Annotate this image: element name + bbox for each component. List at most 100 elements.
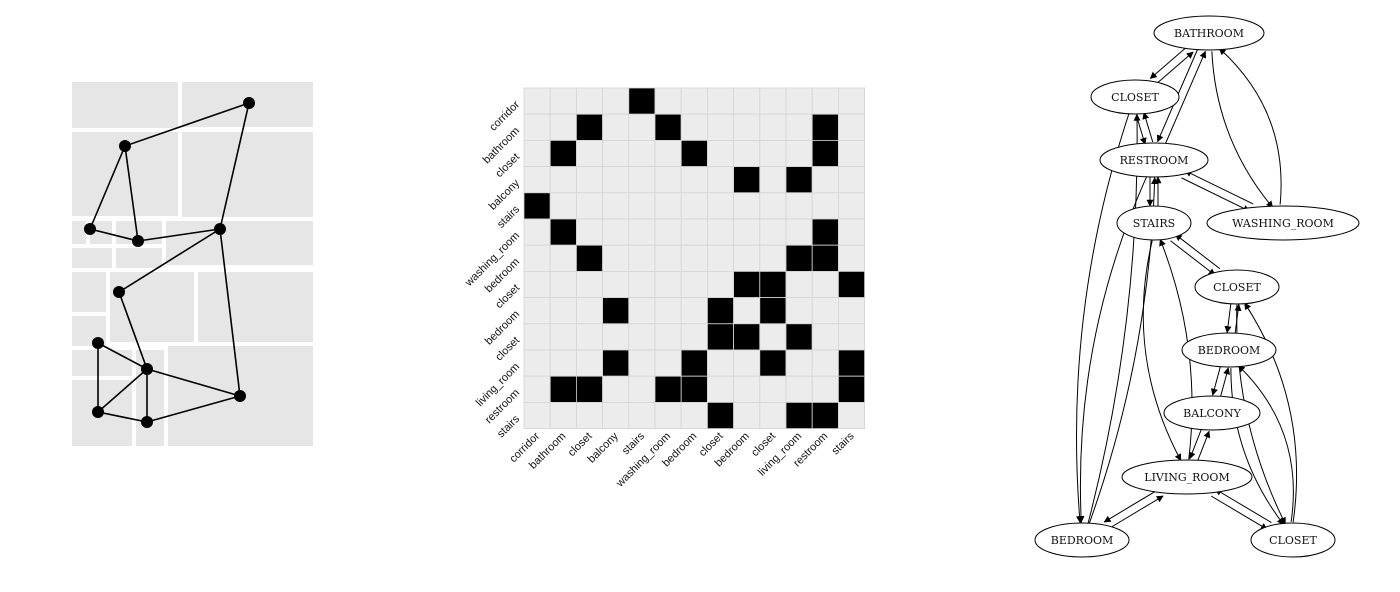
floorplan-node: [214, 223, 226, 235]
floorplan-node: [132, 235, 144, 247]
matrix-cell: [680, 270, 708, 298]
floorplan-node: [84, 223, 96, 235]
matrix-cell: [759, 323, 787, 351]
matrix-cell: [785, 139, 813, 167]
matrix-cell: [680, 87, 708, 115]
graph-edge: [1103, 488, 1160, 523]
matrix-cell: [654, 349, 682, 377]
matrix-cell: [838, 349, 866, 377]
matrix-cell: [549, 166, 577, 194]
matrix-cell: [602, 323, 630, 351]
matrix-cell: [523, 323, 551, 351]
graph-edge: [1230, 368, 1284, 525]
matrix-cell: [549, 192, 577, 220]
matrix-cell: [785, 297, 813, 325]
floorplan-edge: [146, 395, 241, 423]
floorplan-node: [113, 286, 125, 298]
matrix-cell: [549, 401, 577, 429]
matrix-cell: [733, 297, 761, 325]
matrix-cell: [759, 270, 787, 298]
floorplan-edge: [219, 102, 250, 230]
matrix-cell: [838, 113, 866, 141]
matrix-cell: [576, 244, 604, 272]
matrix-cell: [628, 323, 656, 351]
matrix-cell: [523, 244, 551, 272]
matrix-cell: [811, 166, 839, 194]
floorplan-node: [141, 416, 153, 428]
matrix-cell: [785, 87, 813, 115]
graph-node-label: LIVING_ROOM: [1144, 471, 1229, 484]
matrix-cell: [707, 192, 735, 220]
matrix-cell: [523, 270, 551, 298]
matrix-cell: [811, 218, 839, 246]
matrix-cell: [759, 166, 787, 194]
matrix-cell: [654, 401, 682, 429]
matrix-cell: [654, 323, 682, 351]
floorplan-node: [243, 97, 255, 109]
matrix-cell: [680, 349, 708, 377]
matrix-cell: [602, 375, 630, 403]
matrix-cell: [628, 375, 656, 403]
matrix-cell: [576, 192, 604, 220]
graph-edge: [1218, 47, 1282, 205]
matrix-cell: [707, 375, 735, 403]
matrix-cell: [628, 270, 656, 298]
matrix-cell: [680, 401, 708, 429]
matrix-cell: [628, 139, 656, 167]
floorplan-room: [72, 82, 178, 128]
floorplan-room: [198, 272, 313, 342]
matrix-cell: [602, 349, 630, 377]
matrix-cell: [811, 349, 839, 377]
matrix-cell: [785, 375, 813, 403]
graph-edge: [1244, 302, 1298, 523]
graph-node: [1099, 142, 1209, 178]
matrix-cell: [707, 401, 735, 429]
matrix-cell: [576, 139, 604, 167]
graph-edge: [1188, 428, 1203, 460]
matrix-cell: [628, 113, 656, 141]
graph-edge: [1174, 234, 1221, 270]
floorplan-node: [119, 140, 131, 152]
matrix-cell: [811, 139, 839, 167]
graph-edge: [1155, 51, 1194, 85]
matrix-cell: [602, 113, 630, 141]
graph-node-label: BEDROOM: [1198, 344, 1261, 357]
matrix-cell: [523, 375, 551, 403]
adjacency-matrix-panel: corridorbathroomclosetbalconystairswashi…: [462, 87, 866, 490]
matrix-cell: [628, 218, 656, 246]
floorplan-edge: [219, 228, 241, 397]
matrix-cell: [707, 323, 735, 351]
floorplan-panel: [72, 82, 313, 446]
matrix-cell: [811, 270, 839, 298]
matrix-cell: [811, 113, 839, 141]
matrix-cell: [838, 297, 866, 325]
matrix-cell: [602, 166, 630, 194]
matrix-cell: [785, 113, 813, 141]
graph-edge: [1210, 495, 1268, 530]
graph-node: [1250, 522, 1336, 558]
matrix-cell: [602, 401, 630, 429]
matrix-cell: [811, 401, 839, 429]
matrix-cell: [680, 113, 708, 141]
floorplan-edge: [97, 342, 148, 370]
matrix-cell: [549, 297, 577, 325]
matrix-cell: [838, 192, 866, 220]
matrix-cell: [576, 270, 604, 298]
graph-node: [1034, 522, 1130, 558]
graph-edge: [1210, 365, 1222, 396]
matrix-cell: [838, 166, 866, 194]
graph-node-label: CLOSET: [1111, 91, 1159, 104]
matrix-cell: [576, 349, 604, 377]
matrix-cell: [680, 139, 708, 167]
matrix-cell: [523, 349, 551, 377]
matrix-cell: [707, 244, 735, 272]
matrix-cell: [680, 218, 708, 246]
matrix-cell: [759, 297, 787, 325]
matrix-cell: [733, 270, 761, 298]
matrix-cell: [549, 113, 577, 141]
matrix-cell: [576, 401, 604, 429]
graph-node-label: RESTROOM: [1120, 154, 1189, 167]
graph-node: [1116, 205, 1192, 241]
matrix-cell: [680, 192, 708, 220]
matrix-cell: [628, 244, 656, 272]
